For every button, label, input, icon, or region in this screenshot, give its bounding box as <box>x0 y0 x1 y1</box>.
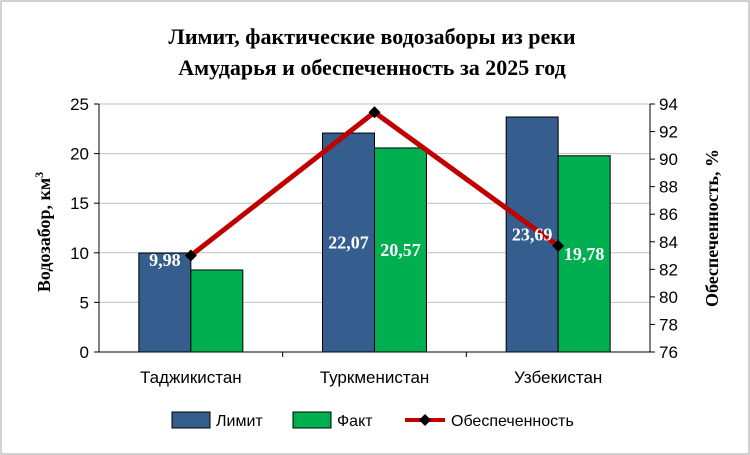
x-category-label: Туркменистан <box>320 368 430 387</box>
bar-data-label: 22,07 <box>328 233 369 253</box>
y-left-tick-label: 10 <box>70 244 89 263</box>
chart-title-line-1: Лимит, фактические водозаборы из реки <box>168 24 575 49</box>
y-right-tick-label: 94 <box>659 95 678 114</box>
y-right-tick-label: 92 <box>659 123 678 142</box>
y-left-tick-label: 5 <box>80 293 89 312</box>
axes: 0 5 10 15 20 25 76 78 80 82 84 86 88 90 92 94 Таджикиста… <box>70 95 678 387</box>
y-left-tick-label: 0 <box>80 343 89 362</box>
y-right-tick-label: 78 <box>659 315 678 334</box>
bars <box>138 116 611 353</box>
legend: Лимит Факт Обеспеченность <box>171 411 574 430</box>
y-right-tick-label: 82 <box>659 260 678 279</box>
y-right-axis-title: Обеспеченность, % <box>702 149 722 307</box>
bar-fact <box>557 155 611 353</box>
chart-title-line-2: Амударья и обеспеченность за 2025 год <box>178 55 565 80</box>
line-series <box>184 106 565 262</box>
bar-data-label: 19,78 <box>564 244 605 264</box>
line-point <box>552 239 565 252</box>
bar-fact <box>190 269 244 353</box>
bar-fact <box>374 147 427 353</box>
y-right-tick-label: 86 <box>659 205 678 224</box>
legend-marker <box>419 414 431 426</box>
bar-data-label: 9,98 <box>149 250 181 270</box>
x-category-label: Узбекистан <box>514 368 602 387</box>
legend-label: Лимит <box>216 413 263 430</box>
legend-swatch <box>171 411 211 429</box>
y-right-tick-label: 90 <box>659 150 678 169</box>
bar-data-label: 23,69 <box>512 224 553 244</box>
legend-swatch <box>292 411 332 429</box>
line-point <box>368 106 381 119</box>
legend-label: Обеспеченность <box>451 413 574 430</box>
legend-label: Факт <box>337 413 373 430</box>
y-left-tick-label: 25 <box>70 95 89 114</box>
y-left-tick-label: 20 <box>70 145 89 164</box>
bar-data-label: 8,27 <box>201 250 233 270</box>
x-category-label: Таджикистан <box>140 368 242 387</box>
data-labels: 9,98 22,07 23,69 8,27 20,57 19,78 <box>149 224 604 270</box>
line-point <box>184 249 197 262</box>
y-left-axis-title: Водозабор, км3 <box>32 172 54 292</box>
y-right-tick-label: 84 <box>659 233 678 252</box>
y-right-tick-label: 80 <box>659 288 678 307</box>
y-left-tick-label: 15 <box>70 194 89 213</box>
y-right-tick-label: 76 <box>659 343 678 362</box>
bar-limit <box>505 116 559 353</box>
bar-data-label: 20,57 <box>380 240 421 260</box>
y-right-tick-label: 88 <box>659 178 678 197</box>
